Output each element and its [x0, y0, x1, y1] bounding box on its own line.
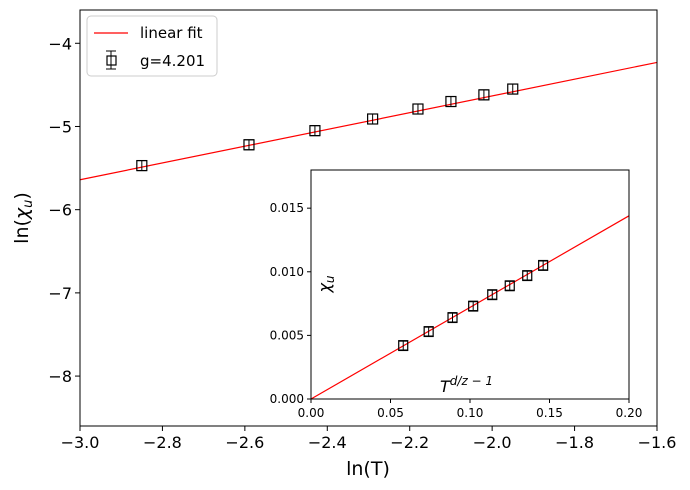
- inset-data-point: [447, 312, 458, 324]
- inset-x-tick-label: 0.10: [457, 406, 484, 420]
- main-data-point: [478, 89, 490, 101]
- inset-x-tick-label: 0.05: [377, 406, 404, 420]
- main-fit-line: [79, 61, 658, 181]
- inset-y-tick-label: 0.005: [270, 328, 304, 342]
- inset-y-tick-label: 0.000: [270, 392, 304, 406]
- main-data-point: [136, 159, 148, 172]
- inset-data-point: [423, 326, 434, 338]
- main-x-tick-label: −2.6: [225, 433, 264, 452]
- main-data-point: [445, 95, 457, 108]
- main-axes-frame: [79, 9, 658, 427]
- main-x-tick-label: −1.8: [555, 433, 594, 452]
- legend-label-g: g=4.201: [140, 52, 205, 70]
- main-y-tick-label: −7: [48, 284, 72, 303]
- main-y-axis-label: ln(χu): [11, 192, 36, 244]
- inset-x-tick-label: 0.15: [536, 406, 563, 420]
- main-y-tick-label: −8: [48, 367, 72, 386]
- main-x-tick-label: −3.0: [61, 433, 100, 452]
- main-points-layer: [136, 83, 519, 172]
- legend-box: [86, 15, 218, 77]
- inset-x-axis-label: Td/z − 1: [440, 374, 493, 396]
- main-y-tick-label: −5: [48, 117, 72, 136]
- main-x-tick-label: −2.8: [143, 433, 182, 452]
- inset-data-point: [398, 340, 409, 352]
- main-x-tick-label: −2.0: [473, 433, 512, 452]
- main-data-point: [507, 83, 519, 95]
- inset-x-ticks: 0.00 0.05 0.10 0.15 0.20: [298, 399, 643, 420]
- main-x-tick-label: −2.2: [390, 433, 429, 452]
- inset-fit-line: [310, 215, 630, 400]
- inset-plot: 0.00 0.05 0.10 0.15 0.20 0.000 0.005 0.010 0.01…: [270, 169, 643, 420]
- inset-y-ticks: 0.000 0.005 0.010 0.015: [270, 201, 311, 406]
- main-y-ticks: −8 −7 −6 −5 −4: [48, 34, 80, 386]
- main-x-tick-label: −2.4: [308, 433, 347, 452]
- inset-data-point: [487, 289, 498, 301]
- inset-data-point: [538, 259, 549, 271]
- inset-data-point: [504, 280, 515, 292]
- main-plot: −3.0 −2.8 −2.6 −2.4 −2.2 −2.0 −1.8 −1.6 −8−7−6−…: [11, 9, 677, 480]
- inset-data-point: [468, 300, 479, 312]
- legend: linear fit g=4.201: [86, 15, 218, 77]
- inset-points-layer: [398, 259, 549, 352]
- main-x-axis-label: ln(T): [346, 458, 390, 480]
- main-y-tick-label: −6: [48, 201, 72, 220]
- legend-label-linear-fit: linear fit: [140, 24, 203, 42]
- inset-y-tick-label: 0.015: [270, 201, 304, 215]
- inset-x-tick-label: 0.00: [298, 406, 325, 420]
- main-x-ticks: −3.0 −2.8 −2.6 −2.4 −2.2 −2.0 −1.8 −1.6: [61, 426, 677, 452]
- inset-x-tick-label: 0.20: [616, 406, 643, 420]
- main-x-tick-label: −1.6: [638, 433, 677, 452]
- inset-y-tick-label: 0.010: [270, 265, 304, 279]
- main-fit-layer: [79, 61, 658, 181]
- main-data-point: [367, 113, 379, 125]
- legend-errorbar-swatch: [106, 50, 117, 70]
- main-data-point: [412, 103, 424, 115]
- main-data-point: [309, 125, 321, 137]
- inset-y-axis-label: χu: [315, 275, 337, 293]
- inset-fit-layer: [310, 215, 630, 400]
- main-data-point: [243, 139, 255, 151]
- main-y-tick-label: −4: [48, 34, 72, 53]
- inset-background: [311, 170, 629, 399]
- inset-data-point: [522, 270, 533, 282]
